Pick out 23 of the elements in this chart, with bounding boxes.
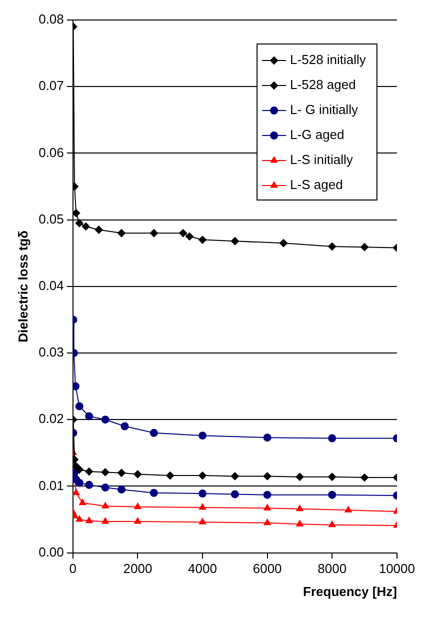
y-tick-label: 0.05 — [38, 211, 64, 226]
legend-label: L- G initially — [290, 102, 358, 118]
x-tick-label: 4000 — [188, 561, 217, 576]
legend-label: L-528 aged — [290, 77, 356, 92]
legend-label: L-G aged — [290, 127, 344, 142]
y-tick-label: 0.07 — [38, 78, 64, 94]
y-tick-label: 0.08 — [38, 12, 64, 27]
legend-label: L-S aged — [290, 177, 343, 192]
y-tick-label: 0.02 — [38, 411, 64, 426]
y-axis-title: Dielectric loss tgδ — [15, 230, 30, 342]
x-tick-label: 2000 — [123, 561, 152, 576]
y-tick-label: 0.01 — [38, 478, 64, 493]
x-tick-label: 0 — [69, 561, 77, 576]
y-tick-label: 0.00 — [38, 544, 64, 560]
y-tick-label: 0.03 — [38, 344, 64, 360]
legend-label: L-528 initially — [290, 52, 366, 68]
y-tick-label: 0.04 — [38, 278, 64, 293]
y-tick-label: 0.06 — [38, 144, 64, 160]
x-tick-label: 10000 — [378, 561, 416, 576]
x-tick-label: 8000 — [318, 561, 347, 576]
x-tick-label: 6000 — [252, 561, 282, 576]
x-axis-title: Frequency [Hz] — [303, 584, 397, 599]
legend-label: L-S initially — [290, 152, 354, 168]
